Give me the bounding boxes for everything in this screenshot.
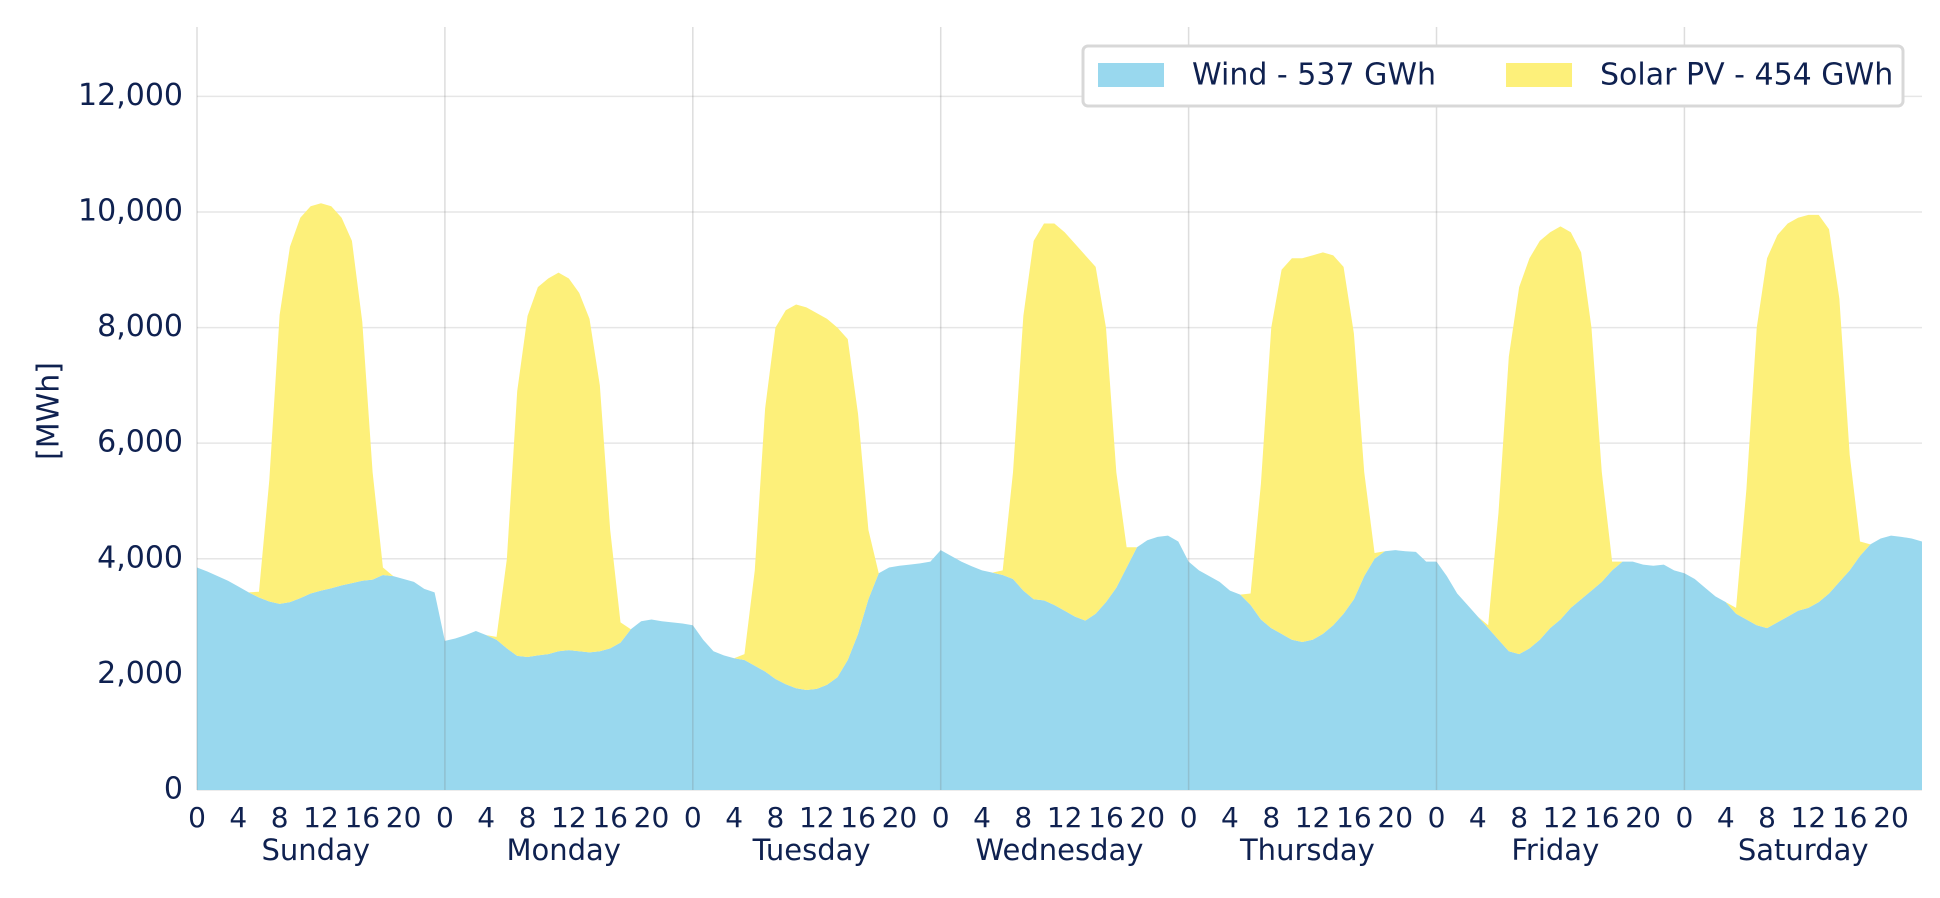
x-tick-label: 4 [1469,801,1487,834]
day-label: Thursday [1239,833,1375,867]
x-tick-label: 16 [1584,801,1620,834]
x-tick-label: 16 [344,801,380,834]
x-tick-label: 8 [519,801,537,834]
x-tick-label: 20 [882,801,918,834]
x-tick-label: 16 [840,801,876,834]
x-tick-label: 4 [973,801,991,834]
x-tick-label: 12 [1295,801,1331,834]
x-tick-label: 20 [1377,801,1413,834]
legend-box [1081,44,1905,108]
day-label: Sunday [262,833,371,867]
y-tick-label: 6,000 [97,425,183,460]
x-tick-label: 12 [799,801,835,834]
day-label: Monday [506,833,621,867]
x-tick-label: 4 [477,801,495,834]
x-tick-label: 8 [767,801,785,834]
x-tick-label: 20 [386,801,422,834]
y-tick-label: 4,000 [97,540,183,575]
x-tick-label: 16 [592,801,628,834]
x-tick-label: 16 [1336,801,1372,834]
day-label: Saturday [1738,833,1869,867]
day-label: Tuesday [752,833,871,867]
x-tick-label: 8 [271,801,289,834]
x-tick-label: 0 [188,801,206,834]
x-tick-label: 8 [1262,801,1280,834]
x-tick-label: 12 [303,801,339,834]
x-tick-label: 4 [1717,801,1735,834]
x-tick-label: 20 [1625,801,1661,834]
x-tick-label: 0 [436,801,454,834]
x-tick-label: 0 [1676,801,1694,834]
x-tick-label: 0 [1428,801,1446,834]
x-tick-label: 12 [551,801,587,834]
x-tick-label: 12 [1047,801,1083,834]
legend-label: Wind - 537 GWh [1192,58,1436,93]
x-tick-label: 8 [1758,801,1776,834]
y-tick-label: 10,000 [78,193,183,228]
legend-swatch [1098,63,1164,87]
x-tick-label: 0 [684,801,702,834]
x-tick-label: 0 [932,801,950,834]
x-tick-label: 8 [1014,801,1032,834]
day-label: Friday [1511,833,1599,867]
area [197,535,1922,790]
x-tick-label: 16 [1088,801,1124,834]
x-tick-label: 12 [1543,801,1579,834]
x-tick-label: 12 [1791,801,1827,834]
day-label: Wednesday [976,833,1144,867]
x-tick-label: 8 [1510,801,1528,834]
legend-swatch [1506,63,1573,87]
x-tick-label: 0 [1180,801,1198,834]
x-tick-label: 4 [1221,801,1239,834]
y-tick-label: 8,000 [97,309,183,344]
x-tick-label: 4 [725,801,743,834]
legend: Wind - 537 GWh Solar PV - 454 GWh [1081,44,1905,108]
y-axis-label: [MWh] [32,362,67,460]
y-tick-label: 2,000 [97,656,183,691]
x-tick-label: 16 [1832,801,1868,834]
y-tick-label: 12,000 [78,78,183,113]
area [197,203,1922,691]
x-tick-label: 20 [634,801,670,834]
y-tick-label: 0 [164,772,183,807]
x-tick-label: 20 [1129,801,1165,834]
x-tick-label: 20 [1873,801,1909,834]
legend-label: Solar PV - 454 GWh [1600,58,1893,93]
x-tick-label: 4 [229,801,247,834]
